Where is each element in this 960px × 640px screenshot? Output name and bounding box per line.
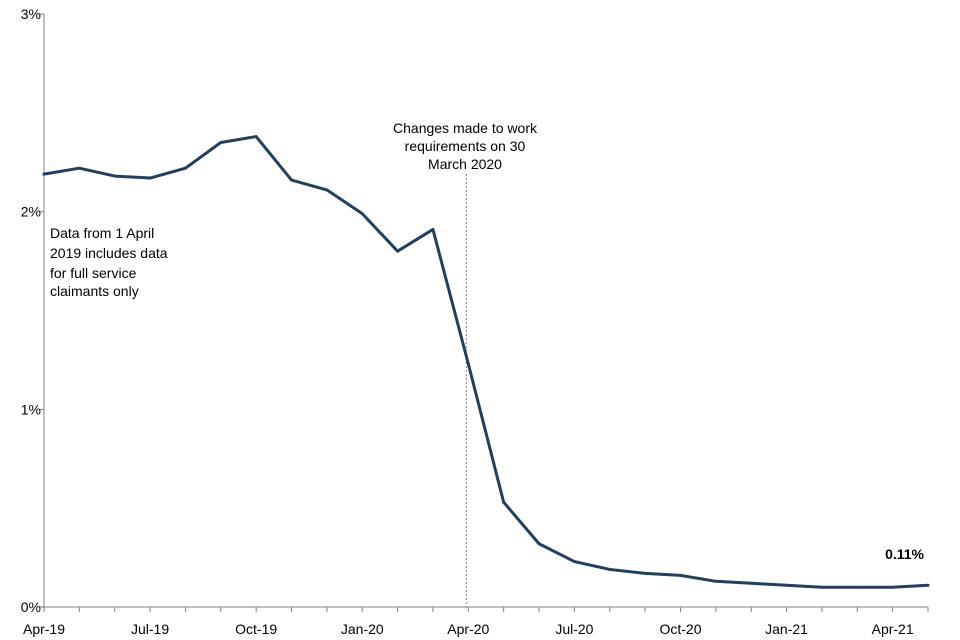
data-point xyxy=(254,135,258,138)
data-point xyxy=(325,188,329,192)
data-point xyxy=(184,166,187,170)
service-note-line-2: 2019 includes data xyxy=(50,245,168,261)
data-point xyxy=(643,571,647,575)
y-tick-label: 3% xyxy=(21,6,41,22)
series-line xyxy=(42,135,930,589)
data-point xyxy=(502,500,506,504)
x-axis: Apr-19 Jul-19 Oct-19 Jan-20 Apr-20 Jul-20 Oct-… xyxy=(23,606,929,637)
x-tick-label: Apr-21 xyxy=(872,621,914,637)
service-note-line-4: claimants only xyxy=(50,283,139,299)
x-tick-label: Jul-19 xyxy=(131,621,169,637)
data-point xyxy=(537,542,541,546)
x-tick-label: Apr-19 xyxy=(23,621,65,637)
data-point xyxy=(855,585,859,589)
service-note-line-1: Data from 1 April xyxy=(50,225,154,241)
data-point xyxy=(466,362,470,366)
x-tick-label: Apr-20 xyxy=(447,621,489,637)
data-point xyxy=(148,176,152,180)
data-point xyxy=(42,172,46,176)
work-requirements-note-line-3: March 2020 xyxy=(428,156,502,172)
data-point xyxy=(113,174,117,178)
data-point xyxy=(749,581,753,585)
data-point xyxy=(573,560,576,563)
service-note-line-3: for full service xyxy=(50,265,137,281)
x-tick-label: Oct-20 xyxy=(659,621,701,637)
data-point xyxy=(396,249,399,253)
work-requirements-note-line-1: Changes made to work xyxy=(393,120,538,136)
data-point xyxy=(77,166,81,170)
data-point xyxy=(891,585,895,589)
data-point xyxy=(290,178,293,182)
x-tick-label: Jul-20 xyxy=(555,621,593,637)
data-point xyxy=(820,585,824,589)
x-tick-label: Jan-21 xyxy=(765,621,808,637)
y-axis: 0% 1% 2% 3% xyxy=(21,6,45,615)
x-tick-label: Jan-20 xyxy=(341,621,384,637)
x-tick-label: Oct-19 xyxy=(235,621,277,637)
data-point xyxy=(785,583,788,587)
data-point xyxy=(926,583,930,587)
data-point xyxy=(714,579,718,583)
data-point xyxy=(608,568,612,571)
work-requirements-note-line-2: requirements on 30 xyxy=(405,138,526,154)
data-point xyxy=(679,573,682,577)
y-tick-label: 0% xyxy=(21,599,41,615)
data-point xyxy=(431,228,435,231)
data-point xyxy=(219,141,223,144)
data-point xyxy=(360,212,364,216)
end-value-label: 0.11% xyxy=(885,546,924,562)
y-tick-label: 1% xyxy=(21,401,41,417)
y-tick-label: 2% xyxy=(21,204,41,220)
